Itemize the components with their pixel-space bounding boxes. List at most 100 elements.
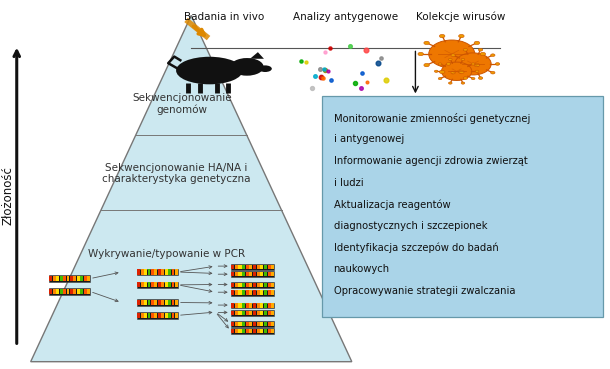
FancyBboxPatch shape — [231, 264, 274, 270]
Bar — [70, 276, 73, 281]
Bar — [242, 303, 245, 308]
Bar — [249, 290, 253, 295]
Circle shape — [438, 63, 442, 65]
Bar — [235, 290, 238, 295]
Text: Monitorowanie zmienności genetycznej: Monitorowanie zmienności genetycznej — [334, 113, 530, 124]
Bar — [56, 289, 59, 294]
Bar — [171, 282, 174, 287]
Ellipse shape — [231, 58, 264, 76]
Text: Sekwencjonowanie
genomów: Sekwencjonowanie genomów — [132, 93, 232, 115]
Bar — [257, 329, 260, 333]
Bar — [231, 329, 234, 333]
Bar — [162, 313, 164, 318]
Circle shape — [451, 54, 455, 56]
Bar — [175, 313, 178, 318]
Circle shape — [478, 77, 483, 79]
Bar — [141, 300, 143, 305]
FancyBboxPatch shape — [231, 321, 274, 327]
Bar — [231, 311, 234, 315]
Bar — [168, 282, 171, 287]
Bar — [231, 322, 234, 326]
Bar — [242, 272, 245, 276]
Text: Złożoność: Złożoność — [2, 166, 15, 225]
Bar — [235, 283, 238, 287]
Bar — [253, 329, 256, 333]
Bar — [253, 265, 256, 269]
Bar — [253, 322, 256, 326]
Bar — [49, 289, 52, 294]
Bar — [162, 282, 164, 287]
Bar — [249, 311, 253, 315]
Circle shape — [478, 48, 483, 51]
Bar — [260, 272, 264, 276]
Bar — [53, 276, 56, 281]
Bar — [235, 303, 238, 308]
Text: Badania in vivo: Badania in vivo — [184, 12, 265, 22]
Bar — [239, 329, 242, 333]
Bar — [239, 283, 242, 287]
Bar — [268, 329, 271, 333]
Circle shape — [461, 58, 465, 61]
Bar — [253, 290, 256, 295]
Bar — [144, 282, 147, 287]
Bar — [246, 265, 249, 269]
Bar — [235, 265, 238, 269]
Bar — [231, 272, 234, 276]
Bar — [271, 322, 274, 326]
Bar — [268, 283, 271, 287]
Bar — [260, 322, 264, 326]
Bar — [260, 303, 264, 308]
Bar — [235, 272, 238, 276]
Bar — [239, 272, 242, 276]
Bar — [246, 311, 249, 315]
Text: i ludzi: i ludzi — [334, 178, 363, 188]
Bar — [242, 311, 245, 315]
Bar — [257, 322, 260, 326]
Bar — [77, 276, 80, 281]
Bar — [87, 276, 90, 281]
Bar — [154, 313, 157, 318]
Bar — [268, 303, 271, 308]
Bar — [175, 269, 178, 275]
Circle shape — [472, 77, 475, 80]
Circle shape — [442, 62, 472, 80]
Bar — [165, 313, 168, 318]
Ellipse shape — [176, 57, 243, 85]
Bar — [264, 272, 267, 276]
Circle shape — [448, 58, 452, 61]
Circle shape — [451, 71, 455, 74]
Bar — [239, 303, 242, 308]
Bar — [264, 322, 267, 326]
Bar — [257, 265, 260, 269]
FancyBboxPatch shape — [231, 328, 274, 334]
Bar — [268, 311, 271, 315]
Bar — [144, 300, 147, 305]
Bar — [257, 283, 260, 287]
Bar — [246, 303, 249, 308]
Bar — [242, 329, 245, 333]
Text: Analizy antygenowe: Analizy antygenowe — [293, 12, 398, 22]
Circle shape — [434, 70, 438, 72]
Bar — [271, 329, 274, 333]
Bar — [73, 276, 76, 281]
Bar — [268, 272, 271, 276]
Bar — [84, 276, 87, 281]
Bar — [253, 311, 256, 315]
Bar — [257, 311, 260, 315]
Bar — [137, 300, 140, 305]
Bar — [239, 290, 242, 295]
Bar — [242, 283, 245, 287]
Bar — [260, 283, 264, 287]
Bar — [264, 311, 267, 315]
Bar — [168, 313, 171, 318]
Bar — [239, 322, 242, 326]
Circle shape — [475, 70, 479, 72]
Bar — [253, 272, 256, 276]
Bar — [257, 272, 260, 276]
Bar — [268, 322, 271, 326]
Bar — [239, 311, 242, 315]
Bar — [175, 300, 178, 305]
Circle shape — [418, 52, 423, 56]
Bar — [231, 265, 234, 269]
Bar — [70, 289, 73, 294]
